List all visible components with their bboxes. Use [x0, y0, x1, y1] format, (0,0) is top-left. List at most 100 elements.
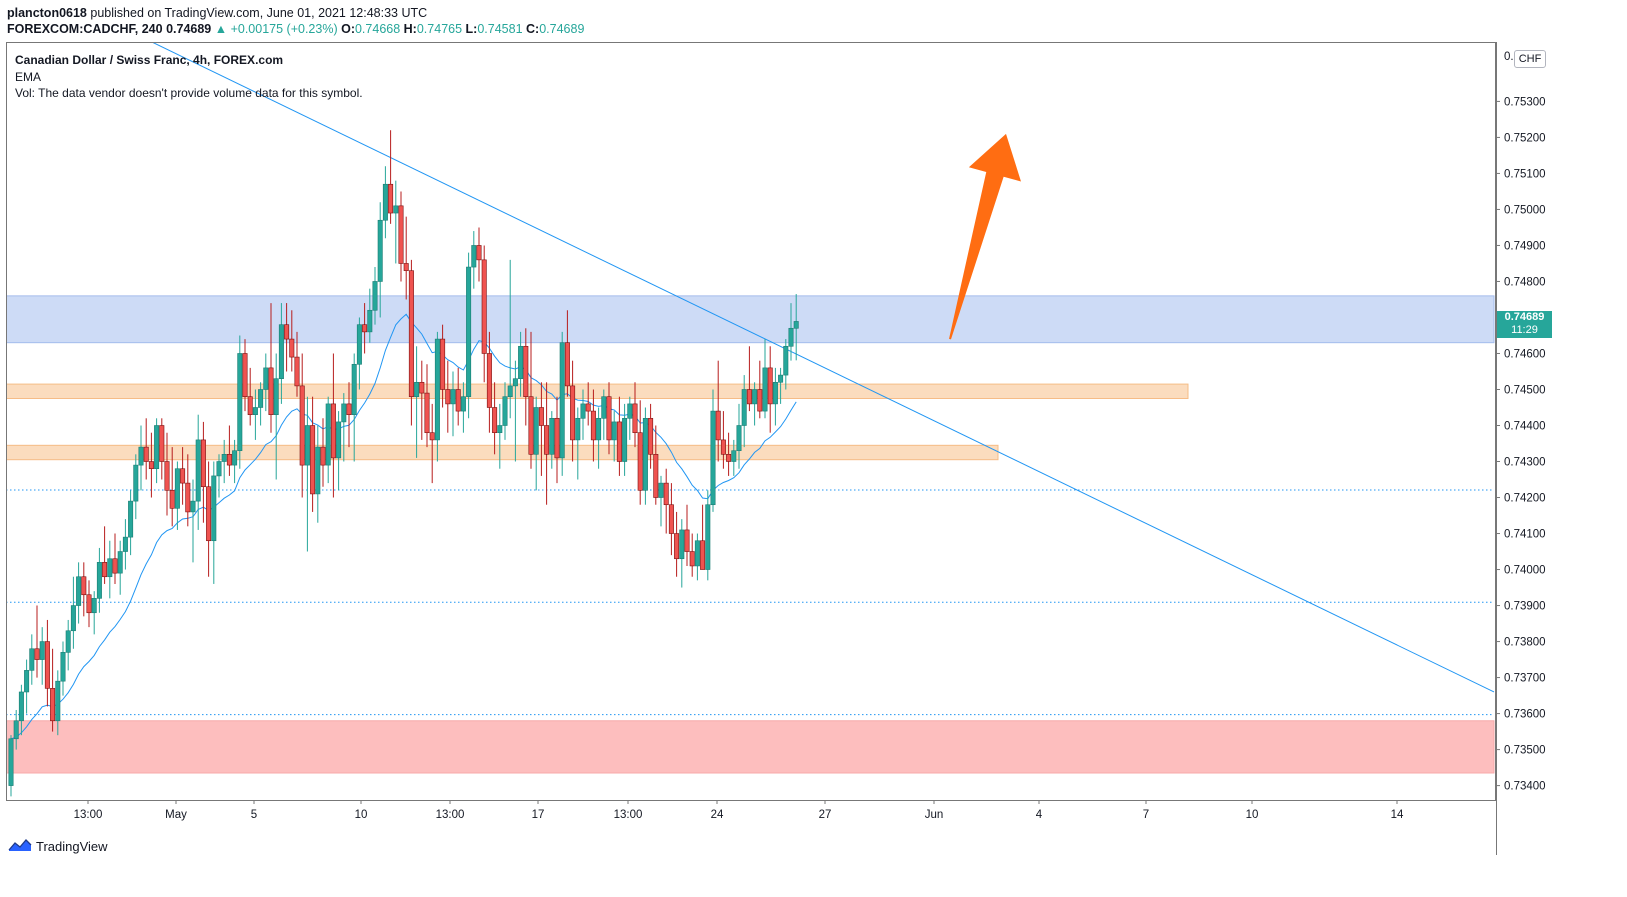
chart-area[interactable]: 0.73400 0.73500 0.73600 0.73700 0.73800 0.739… — [5, 21, 1623, 855]
candle — [180, 447, 186, 505]
candle-body — [206, 486, 212, 542]
candle — [200, 421, 206, 523]
candle-body — [70, 605, 76, 632]
orange-zone — [5, 383, 1189, 399]
candles-layer — [8, 130, 799, 797]
price-tick-label: 0.75000 — [1504, 204, 1546, 216]
tradingview-brand[interactable]: TradingView — [8, 838, 108, 855]
candle-body — [570, 385, 576, 441]
legend-title[interactable]: Canadian Dollar / Swiss Franc, 4h, FOREX… — [15, 53, 284, 67]
candle-body — [336, 421, 342, 459]
candle — [715, 360, 721, 462]
candle-body — [752, 389, 758, 405]
candle-body — [117, 551, 123, 574]
candle-body — [91, 598, 97, 614]
axes-layer: 0.73400 0.73500 0.73600 0.73700 0.73800 0.739… — [6, 42, 1546, 855]
candle — [762, 339, 768, 419]
candle-body — [492, 407, 498, 434]
candle — [341, 393, 347, 462]
candle-body — [60, 652, 66, 682]
candle — [367, 288, 373, 343]
candle-body — [694, 540, 700, 567]
candle — [377, 202, 383, 318]
candle-body — [107, 558, 113, 578]
candle — [310, 396, 316, 512]
candle — [330, 353, 336, 498]
candle — [434, 331, 440, 462]
symbol-label: FOREXCOM:CADCHF, 240 — [7, 22, 163, 36]
zones-layer — [5, 295, 1495, 774]
up-arrow-annotation — [949, 133, 1021, 340]
candle — [24, 659, 30, 714]
candle — [705, 490, 711, 581]
candle — [273, 353, 279, 480]
publisher-name[interactable]: plancton0618 — [7, 6, 87, 20]
candlestick-chart[interactable]: 0.73400 0.73500 0.73600 0.73700 0.73800 0.739… — [5, 21, 1623, 855]
candle-body — [637, 432, 643, 491]
time-tick-label: 7 — [1143, 809, 1149, 821]
candle — [497, 403, 503, 469]
candle — [216, 454, 222, 498]
trendline-layer — [110, 21, 1495, 693]
candle — [564, 310, 570, 397]
legend-ema[interactable]: EMA — [15, 69, 42, 84]
candle-body — [564, 342, 570, 387]
arrow-layer — [949, 133, 1021, 340]
candle — [351, 353, 357, 462]
candle — [507, 259, 513, 419]
candle-body — [81, 576, 87, 596]
candle-body — [772, 381, 778, 405]
candle — [720, 411, 726, 469]
candle — [622, 403, 628, 476]
close-label: C: — [526, 22, 540, 36]
candle — [538, 382, 544, 476]
candle — [388, 130, 394, 224]
candle-body — [679, 529, 685, 560]
candle-body — [731, 450, 737, 462]
candle-body — [388, 183, 394, 214]
candle — [81, 562, 87, 617]
candle-body — [102, 562, 108, 578]
candle — [143, 418, 149, 480]
low-label: L: — [465, 22, 478, 36]
candle-body — [674, 533, 680, 560]
candle — [247, 367, 253, 426]
candle — [252, 389, 258, 440]
candle-body — [559, 342, 565, 459]
candle-body — [455, 389, 461, 412]
candle — [767, 346, 773, 433]
candle — [731, 439, 737, 476]
candle-body — [518, 345, 524, 379]
candle — [382, 166, 388, 239]
candle-body — [523, 345, 529, 397]
low-value: 0.74581 — [477, 22, 523, 36]
candle — [419, 360, 425, 440]
candle-body — [778, 374, 784, 383]
candle — [512, 360, 518, 462]
candle-body — [434, 338, 440, 441]
candle — [226, 425, 232, 476]
candle — [13, 709, 19, 750]
candle-body — [746, 389, 752, 405]
price-tick-label: 0. — [1504, 51, 1514, 63]
candle-body — [726, 454, 732, 462]
candle — [642, 407, 648, 505]
candle — [289, 310, 295, 372]
candle-body — [76, 576, 82, 606]
candle — [336, 411, 342, 491]
price-tick-label: 0.74600 — [1504, 348, 1546, 360]
price-tick-label: 0.74400 — [1504, 421, 1546, 433]
candle — [450, 371, 456, 437]
candle-body — [668, 504, 674, 534]
candle-body — [601, 396, 607, 419]
candle — [700, 504, 706, 570]
candle — [159, 418, 165, 480]
currency-button[interactable]: CHF — [1514, 50, 1546, 68]
candle — [778, 367, 784, 404]
candle-body — [528, 396, 534, 455]
candle-body — [700, 540, 706, 570]
candle-body — [232, 450, 238, 466]
candle — [50, 648, 56, 732]
candle — [528, 331, 534, 469]
candle — [86, 580, 92, 628]
